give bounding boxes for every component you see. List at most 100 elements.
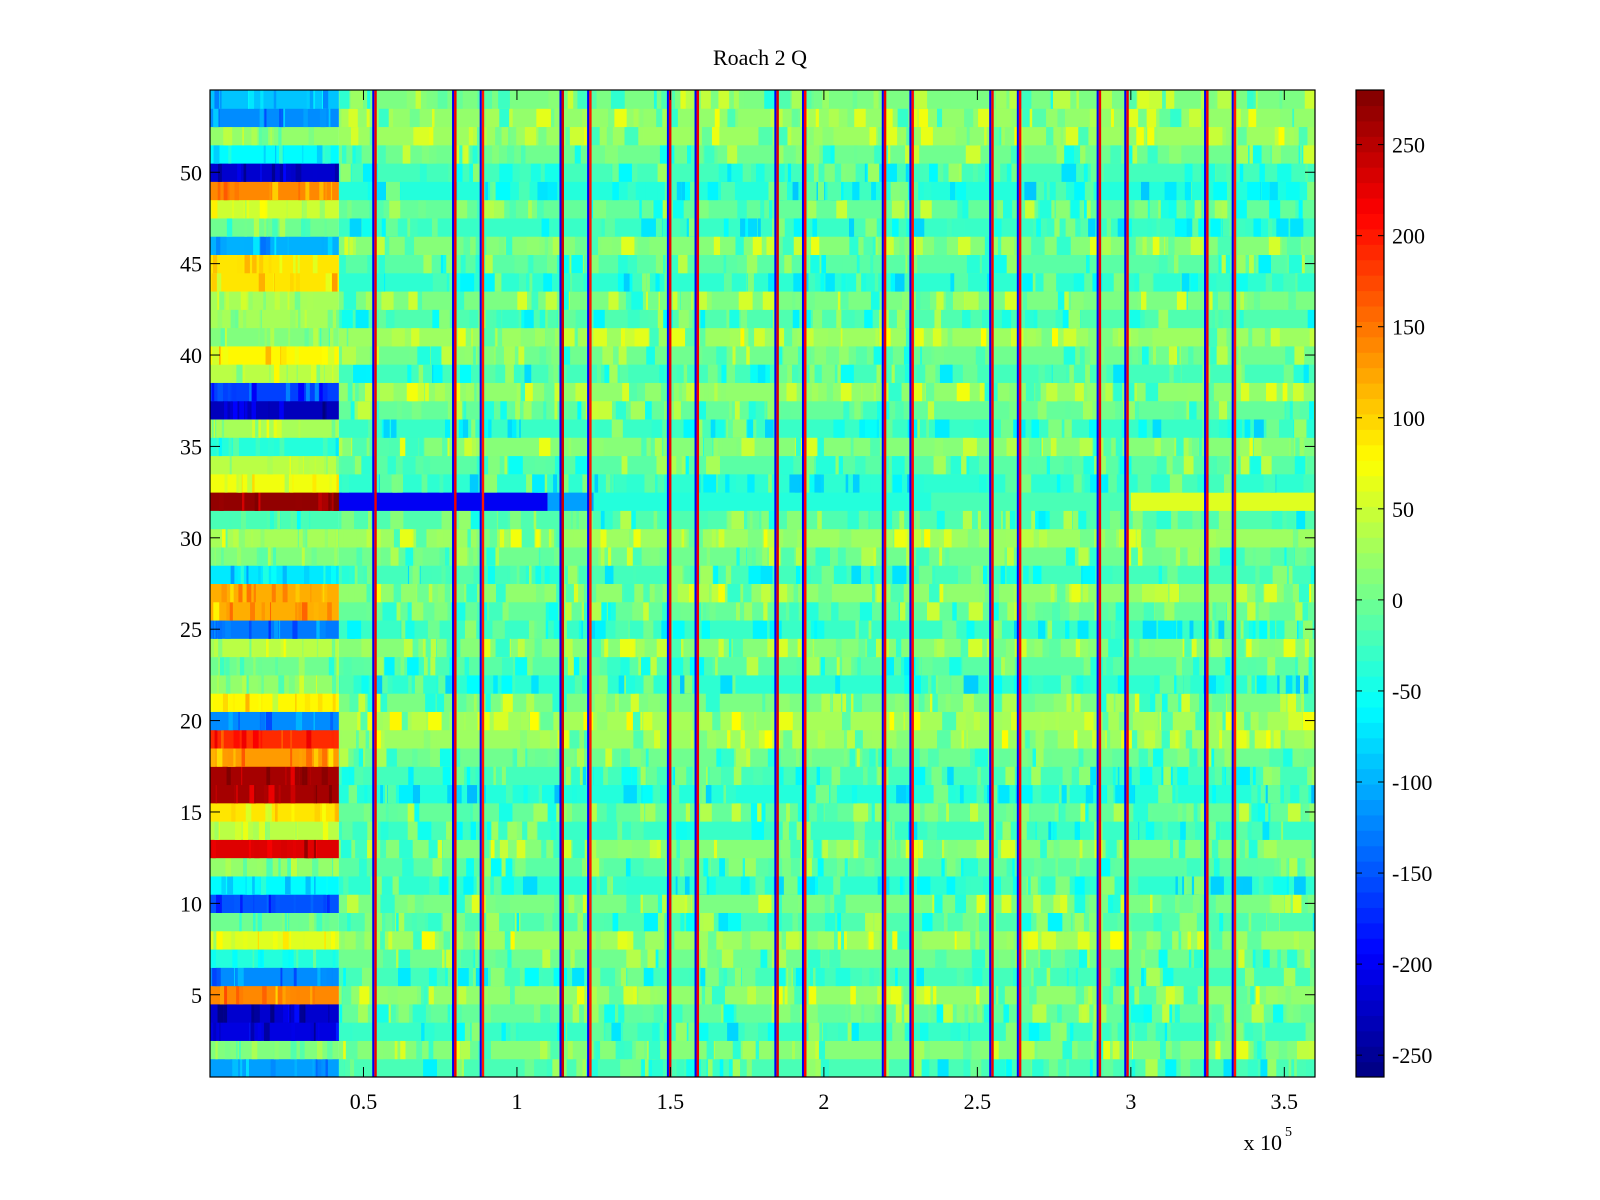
heatmap-noise <box>306 90 312 109</box>
heatmap-noise <box>945 693 951 712</box>
heatmap-noise <box>1033 309 1038 329</box>
heatmap-noise <box>234 181 240 201</box>
heatmap-noise <box>241 766 243 786</box>
colorbar-step <box>1356 691 1384 708</box>
heatmap-noise <box>330 711 334 731</box>
heatmap-noise <box>740 729 745 749</box>
heatmap-noise <box>1085 181 1094 201</box>
heatmap-noise <box>1023 875 1038 895</box>
heatmap-noise <box>258 656 262 676</box>
heatmap-noise <box>257 930 259 950</box>
heatmap-noise <box>882 510 893 530</box>
heatmap-noise <box>683 364 688 383</box>
heatmap-noise <box>376 546 382 566</box>
heatmap-noise <box>361 967 373 987</box>
heatmap-noise <box>212 839 216 859</box>
heatmap-noise <box>1226 327 1235 347</box>
heatmap-noise <box>952 291 963 310</box>
heatmap-noise <box>1209 291 1213 310</box>
heatmap-noise <box>766 802 778 822</box>
heatmap-noise <box>219 1022 221 1041</box>
heatmap-noise <box>868 163 882 182</box>
heatmap-noise <box>990 546 1005 566</box>
heatmap-noise <box>1206 455 1217 475</box>
heatmap-noise <box>950 90 960 109</box>
heatmap-noise <box>815 546 830 566</box>
heatmap-cell-initial <box>210 108 339 128</box>
heatmap-noise <box>1056 199 1070 219</box>
heatmap-cell <box>338 748 1315 767</box>
heatmap-noise <box>364 784 368 804</box>
heatmap-noise <box>610 601 616 621</box>
heatmap-noise <box>355 309 369 329</box>
heatmap-noise <box>561 309 576 329</box>
heatmap-noise <box>612 163 621 182</box>
heatmap-noise <box>226 601 230 621</box>
heatmap-noise <box>505 857 513 877</box>
heatmap-noise <box>1154 437 1164 457</box>
heatmap-noise <box>700 949 708 968</box>
heatmap-noise <box>1088 985 1093 1005</box>
heatmap-noise <box>358 748 364 767</box>
heatmap-noise <box>1021 912 1032 932</box>
heatmap-noise <box>292 510 297 530</box>
heatmap-noise <box>799 857 804 877</box>
heatmap-noise <box>430 748 443 767</box>
heatmap-noise <box>865 419 877 438</box>
heatmap-noise <box>532 473 545 493</box>
heatmap-noise <box>723 1003 734 1023</box>
heatmap-noise <box>1284 291 1296 310</box>
heatmap-noise <box>678 455 686 475</box>
heatmap-noise <box>1042 638 1051 658</box>
heatmap-noise <box>775 236 783 255</box>
heatmap-noise <box>1151 985 1157 1005</box>
heatmap-noise <box>1285 985 1292 1005</box>
heatmap-noise <box>758 528 766 548</box>
heatmap-noise <box>1171 1040 1181 1060</box>
heatmap-noise <box>1226 601 1234 621</box>
heatmap-noise <box>879 839 884 859</box>
heatmap-noise <box>627 748 641 767</box>
heatmap-noise <box>418 364 424 383</box>
heatmap-noise <box>495 181 511 201</box>
heatmap-noise <box>1040 839 1047 859</box>
heatmap-noise <box>1031 894 1041 913</box>
colorbar-step <box>1356 305 1384 322</box>
heatmap-noise <box>678 382 682 402</box>
heatmap-noise <box>835 638 842 658</box>
heatmap-noise <box>1105 528 1117 548</box>
heatmap-noise <box>1191 930 1198 950</box>
heatmap-noise <box>925 382 935 402</box>
heatmap-noise <box>390 1003 396 1023</box>
heatmap-noise <box>1285 400 1290 420</box>
heatmap-noise <box>538 126 547 146</box>
heatmap-noise <box>676 821 687 840</box>
heatmap-noise <box>1032 1058 1044 1077</box>
heatmap-noise <box>1245 729 1255 749</box>
heatmap-noise <box>1098 784 1107 804</box>
heatmap-noise <box>948 163 962 182</box>
heatmap-noise <box>1055 711 1060 731</box>
heatmap-noise <box>210 638 214 658</box>
heatmap-noise <box>1177 345 1180 365</box>
heatmap-noise <box>1268 236 1281 255</box>
heatmap-noise <box>963 857 979 877</box>
heatmap-noise <box>1214 199 1222 219</box>
heatmap-noise <box>1175 729 1179 749</box>
heatmap-noise <box>656 455 667 475</box>
heatmap-noise <box>1074 821 1081 840</box>
heatmap-noise <box>1183 985 1198 1005</box>
y-tick-label: 30 <box>180 526 202 551</box>
heatmap-noise <box>807 656 817 676</box>
heatmap-noise <box>1292 528 1299 548</box>
heatmap-noise <box>1257 1040 1262 1060</box>
heatmap-noise <box>627 382 638 402</box>
heatmap-noise <box>1169 144 1182 164</box>
heatmap-noise <box>994 693 1002 712</box>
heatmap-noise <box>237 163 241 182</box>
heatmap-noise <box>1199 437 1202 457</box>
heatmap-noise <box>231 400 238 420</box>
heatmap-noise <box>430 345 444 365</box>
heatmap-noise <box>234 894 241 913</box>
